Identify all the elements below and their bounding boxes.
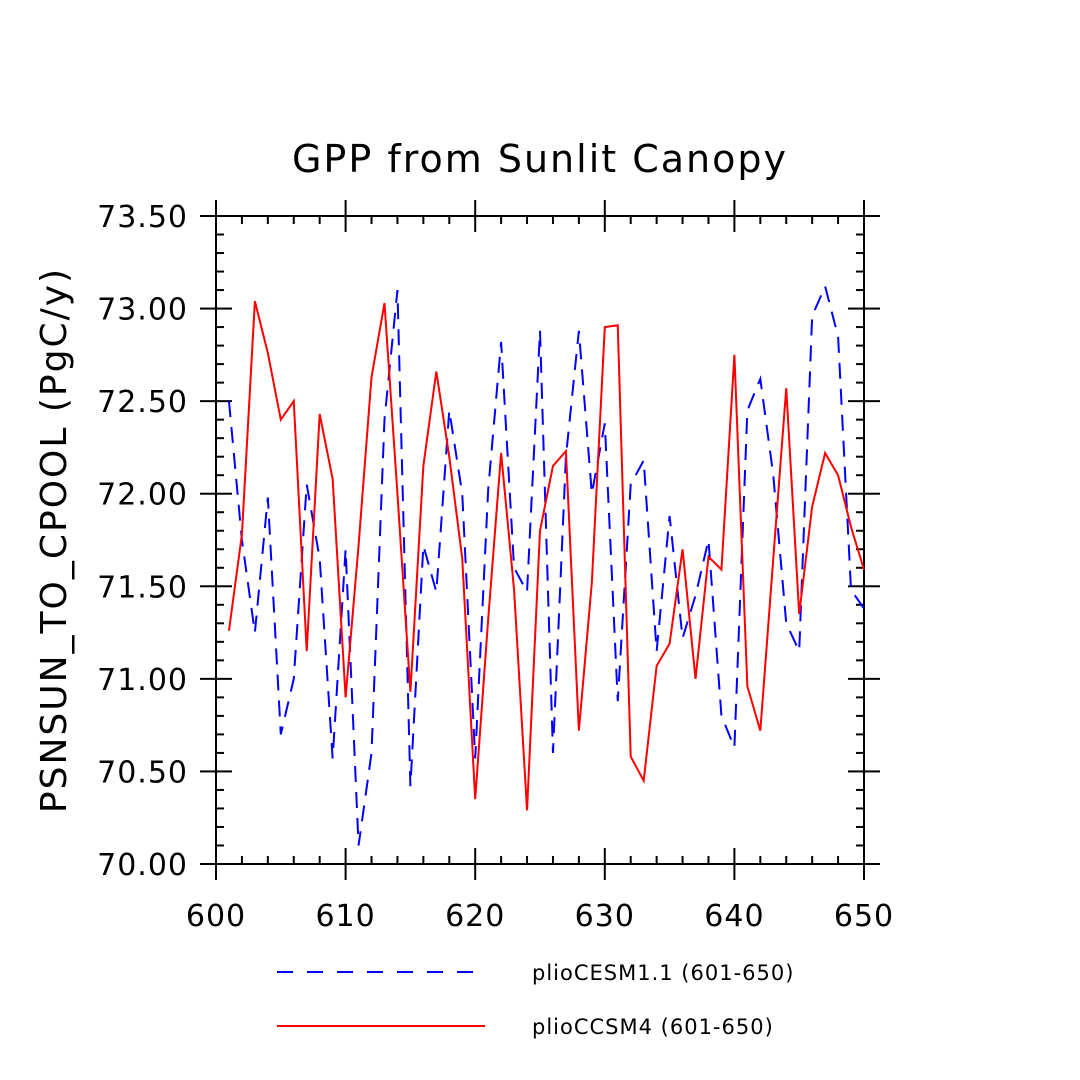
plot-area: 600 610 620 630 640 650 70.00 70.50 71.00 71.50 72… — [97, 200, 894, 934]
chart-title: GPP from Sunlit Canopy — [292, 137, 788, 181]
y-tick-label: 72.00 — [97, 478, 188, 513]
legend: plioCESM1.1 (601-650) plioCCSM4 (601-650) — [277, 961, 794, 1039]
x-tick-label: 620 — [445, 899, 505, 934]
x-tick-label: 610 — [315, 899, 375, 934]
y-tick-label: 71.50 — [97, 570, 188, 605]
y-tick-label: 70.50 — [97, 755, 188, 790]
plot-frame — [215, 215, 865, 865]
x-tick-label: 640 — [704, 899, 764, 934]
y-axis-label: PSNSUN_TO_CPOOL (PgC/y) — [34, 267, 75, 813]
x-tick-label: 650 — [834, 899, 894, 934]
legend-label-1: plioCESM1.1 (601-650) — [532, 961, 794, 985]
y-tick-label: 73.50 — [97, 200, 188, 235]
legend-label-2: plioCCSM4 (601-650) — [532, 1015, 774, 1039]
y-tick-label: 70.00 — [97, 848, 188, 883]
x-tick-label: 600 — [186, 899, 246, 934]
series-line-1 — [227, 283, 865, 846]
y-tick-label: 73.00 — [97, 293, 188, 328]
y-tick-label: 71.00 — [97, 663, 188, 698]
series-line-2 — [227, 300, 865, 811]
x-tick-label: 630 — [575, 899, 635, 934]
y-tick-label: 72.50 — [97, 385, 188, 420]
